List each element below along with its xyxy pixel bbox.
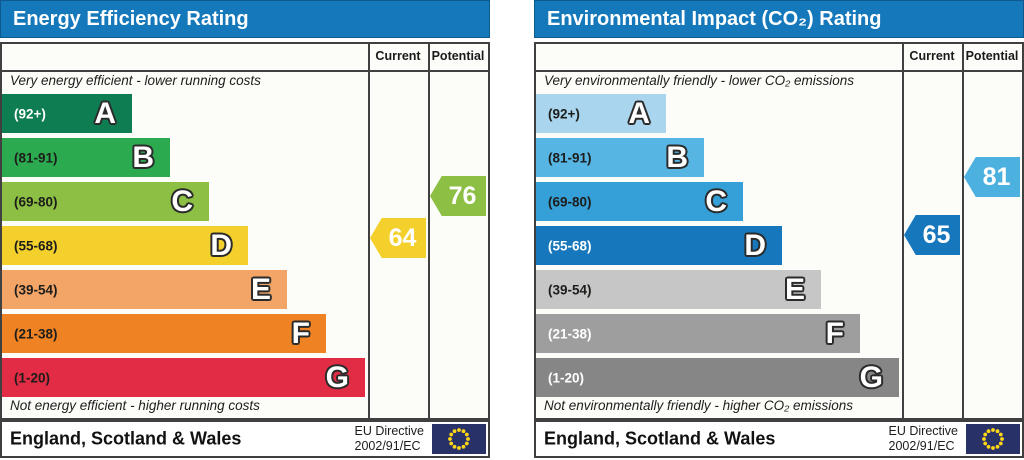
top-note: Very environmentally friendly - lower CO… bbox=[544, 73, 854, 88]
band-letter: B bbox=[132, 140, 154, 174]
column-divider bbox=[368, 44, 370, 418]
band-range-label: (39-54) bbox=[548, 282, 592, 297]
band-row-d: (55-68) D bbox=[2, 226, 248, 265]
region-label: England, Scotland & Wales bbox=[544, 428, 776, 449]
band-letter: G bbox=[325, 360, 349, 394]
eu-directive-line1: EU Directive bbox=[888, 424, 958, 438]
band-row-g: (1-20) G bbox=[2, 358, 365, 397]
band-letter: E bbox=[784, 272, 805, 306]
environmental-impact-chart: Environmental Impact (CO₂) Rating Curren… bbox=[534, 0, 1024, 460]
band-row-a: (92+) A bbox=[536, 94, 666, 133]
band-row-b: (81-91) B bbox=[2, 138, 170, 177]
band-row-c: (69-80) C bbox=[2, 182, 209, 221]
band-range-label: (81-91) bbox=[14, 150, 58, 165]
column-divider bbox=[902, 44, 904, 418]
bottom-note: Not environmentally friendly - higher CO… bbox=[544, 398, 854, 413]
header-divider-line bbox=[536, 70, 1022, 72]
band-letter: F bbox=[825, 316, 844, 350]
band-letter: E bbox=[250, 272, 271, 306]
band-row-a: (92+) A bbox=[2, 94, 132, 133]
band-range-label: (69-80) bbox=[548, 194, 592, 209]
band-range-label: (55-68) bbox=[14, 238, 58, 253]
band-range-label: (92+) bbox=[14, 106, 46, 121]
eu-directive-line2: 2002/91/EC bbox=[888, 439, 955, 453]
eu-flag-icon bbox=[966, 424, 1020, 454]
potential-rating-tag: 81 bbox=[964, 157, 1020, 197]
header-divider-line bbox=[2, 70, 488, 72]
bands-area: (92+) A (81-91) B (69-80) C (55-68) D (39-54) E (2… bbox=[2, 94, 368, 402]
eu-directive-text: EU Directive 2002/91/EC bbox=[889, 424, 958, 454]
band-letter: D bbox=[210, 228, 232, 262]
potential-rating-tag: 76 bbox=[430, 176, 486, 216]
band-range-label: (21-38) bbox=[14, 326, 58, 341]
rating-table: Current Potential Very environmentally f… bbox=[534, 42, 1024, 420]
current-rating-tag: 65 bbox=[904, 215, 960, 255]
potential-column-header: Potential bbox=[431, 49, 485, 63]
band-letter: C bbox=[705, 184, 727, 218]
eu-directive-text: EU Directive 2002/91/EC bbox=[355, 424, 424, 454]
band-row-c: (69-80) C bbox=[536, 182, 743, 221]
band-range-label: (81-91) bbox=[548, 150, 592, 165]
band-row-f: (21-38) F bbox=[536, 314, 860, 353]
band-range-label: (39-54) bbox=[14, 282, 58, 297]
band-row-b: (81-91) B bbox=[536, 138, 704, 177]
band-letter: A bbox=[628, 96, 650, 130]
band-row-g: (1-20) G bbox=[536, 358, 899, 397]
chart-title: Energy Efficiency Rating bbox=[0, 0, 490, 38]
band-letter: B bbox=[666, 140, 688, 174]
band-row-d: (55-68) D bbox=[536, 226, 782, 265]
band-range-label: (21-38) bbox=[548, 326, 592, 341]
band-range-label: (55-68) bbox=[548, 238, 592, 253]
eu-directive-line1: EU Directive bbox=[354, 424, 424, 438]
band-range-label: (1-20) bbox=[548, 370, 585, 385]
band-range-label: (1-20) bbox=[14, 370, 51, 385]
current-column-header: Current bbox=[375, 49, 421, 63]
eu-directive-line2: 2002/91/EC bbox=[354, 439, 421, 453]
band-letter: G bbox=[859, 360, 883, 394]
chart-footer: England, Scotland & Wales EU Directive 2… bbox=[534, 420, 1024, 458]
column-divider bbox=[962, 44, 964, 418]
band-range-label: (92+) bbox=[548, 106, 580, 121]
bottom-note: Not energy efficient - higher running co… bbox=[10, 398, 260, 413]
band-letter: F bbox=[291, 316, 310, 350]
rating-table: Current Potential Very energy efficient … bbox=[0, 42, 490, 420]
top-note: Very energy efficient - lower running co… bbox=[10, 73, 261, 88]
band-row-e: (39-54) E bbox=[2, 270, 287, 309]
band-row-f: (21-38) F bbox=[2, 314, 326, 353]
current-rating-tag: 64 bbox=[370, 218, 426, 258]
band-letter: C bbox=[171, 184, 193, 218]
current-column-header: Current bbox=[909, 49, 955, 63]
band-row-e: (39-54) E bbox=[536, 270, 821, 309]
energy-efficiency-chart: Energy Efficiency Rating Current Potenti… bbox=[0, 0, 490, 460]
chart-title: Environmental Impact (CO₂) Rating bbox=[534, 0, 1024, 38]
chart-footer: England, Scotland & Wales EU Directive 2… bbox=[0, 420, 490, 458]
potential-column-header: Potential bbox=[965, 49, 1019, 63]
band-letter: D bbox=[744, 228, 766, 262]
column-divider bbox=[428, 44, 430, 418]
bands-area: (92+) A (81-91) B (69-80) C (55-68) D (39-54) E (2… bbox=[536, 94, 902, 402]
band-letter: A bbox=[94, 96, 116, 130]
band-range-label: (69-80) bbox=[14, 194, 58, 209]
region-label: England, Scotland & Wales bbox=[10, 428, 242, 449]
eu-flag-icon bbox=[432, 424, 486, 454]
